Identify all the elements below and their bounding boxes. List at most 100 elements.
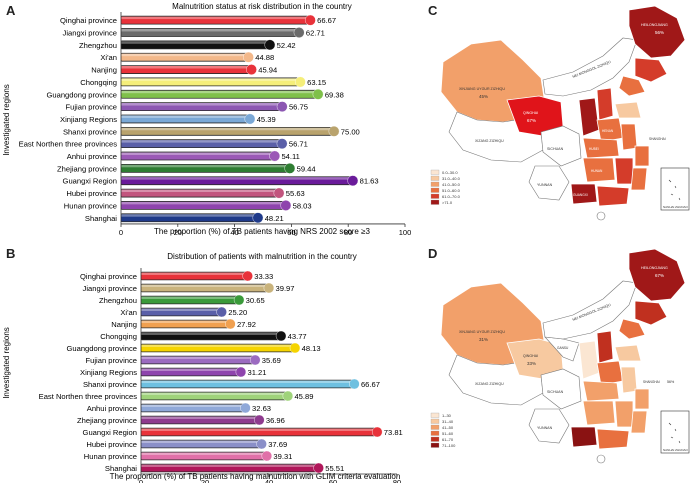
bar-end-dot (280, 200, 292, 211)
region-hubei (582, 137, 620, 159)
region-zhejiang (634, 388, 650, 410)
bar-highlight (141, 272, 248, 275)
bar-highlight (121, 16, 311, 20)
region-guangxi (570, 426, 598, 448)
bar (141, 428, 378, 436)
region-hainan (596, 211, 606, 221)
data-label: 43.77 (288, 332, 307, 341)
bar-highlight (141, 452, 267, 455)
bar-end-dot (304, 14, 316, 26)
bar-highlight (121, 177, 353, 180)
label-xizang: XIZANG ZIZHIQU (475, 382, 504, 386)
label-hubei: HUBEI (589, 147, 599, 151)
x-tick-label: 60 (329, 478, 337, 483)
category-label: Guangdong province (66, 344, 137, 353)
bar (141, 368, 241, 376)
legend-swatch (430, 199, 440, 205)
x-tick-label: 40 (230, 228, 238, 237)
category-label: Guangxi Region (83, 428, 137, 437)
bar (141, 440, 262, 448)
label-shanghai: SHANGHAI (649, 137, 666, 141)
data-label: 62.71 (306, 29, 325, 38)
bar (141, 392, 288, 400)
legend-swatch (430, 436, 440, 442)
bar (121, 90, 319, 98)
bar-highlight (141, 428, 378, 431)
bar-end-dot (328, 125, 340, 137)
legend-label: 0.0–30.0 (442, 170, 458, 175)
label-henan: HENAN (602, 129, 614, 133)
bar (121, 177, 353, 185)
category-label: Hunan province (84, 452, 137, 461)
bar-highlight (121, 152, 275, 155)
bar-end-dot (243, 51, 254, 63)
panel-letter-a: A (6, 3, 16, 18)
category-label: Chongqing (100, 332, 137, 341)
region-shaanxi (578, 340, 600, 380)
category-label: Shanghai (85, 214, 117, 223)
legend-swatch (430, 418, 440, 424)
category-label: Xi'an (120, 308, 137, 317)
bar (121, 201, 286, 210)
data-label: 35.69 (262, 356, 281, 365)
data-label: 73.81 (384, 428, 403, 437)
bar-highlight (121, 103, 283, 106)
legend-swatch (430, 169, 440, 175)
legend-label: 1–30 (442, 413, 452, 418)
bar-highlight (121, 140, 283, 143)
category-label: Shanxi province (83, 380, 137, 389)
data-label: 32.63 (252, 404, 271, 413)
bar (141, 284, 269, 292)
bar-end-dot (264, 39, 276, 51)
legend-label: 51.0–60.0 (442, 188, 461, 193)
category-label: Guangxi Region (63, 177, 117, 186)
data-label: 48.13 (302, 344, 321, 353)
region-jilin (634, 57, 668, 83)
bar-highlight (141, 308, 222, 311)
bar-end-dot (284, 162, 296, 174)
x-tick-label: 60 (287, 228, 295, 237)
bar-end-dot (233, 294, 245, 306)
bar (141, 452, 267, 460)
data-label: 56.75 (289, 103, 308, 112)
region-yunnan (528, 408, 570, 444)
bar (141, 320, 231, 328)
data-label: 45.89 (294, 392, 313, 401)
x-tick-label: 40 (265, 478, 273, 483)
chart-a-ylabel: Investigated regions (2, 84, 11, 156)
label-sichuan: SICHUAN (547, 147, 564, 151)
label-sichuan: SICHUAN (547, 390, 564, 394)
legend-label: 71–100 (442, 443, 456, 448)
category-label: Hubei province (66, 189, 117, 198)
bar (121, 140, 283, 148)
data-label: 58.03 (293, 201, 312, 210)
region-hubei (582, 380, 620, 402)
chart-b: Distribution of patients with malnutriti… (2, 252, 403, 483)
data-label: 36.96 (266, 416, 285, 425)
bar-highlight (121, 189, 279, 193)
data-label: 54.11 (281, 152, 299, 161)
map-c-legend: 0.0–30.031.0–40.041.0–50.051.0–60.061.0–… (430, 169, 461, 205)
bar-end-dot (256, 438, 267, 450)
region-hunan (582, 400, 616, 426)
legend-label: 51–60 (442, 431, 454, 436)
category-label: Xinjiang Regions (60, 115, 117, 124)
bar (121, 115, 250, 123)
data-label: 66.67 (361, 380, 380, 389)
data-label: 81.63 (360, 177, 379, 186)
data-label: 52.42 (277, 41, 296, 50)
bar-end-dot (371, 426, 383, 438)
panel-letter-d: D (428, 246, 438, 261)
legend-label: 41–50 (442, 425, 454, 430)
chart-a-title: Malnutrition status at risk distribution… (172, 2, 352, 11)
label-nanhai: NANHAI ZHUDAO (663, 205, 689, 209)
data-label: 63.15 (307, 78, 326, 87)
category-label: Nanjing (111, 320, 137, 329)
label-xizang: XIZANG ZIZHIQU (475, 139, 504, 143)
region-inner-mongolia (542, 280, 638, 340)
data-label: 27.92 (237, 320, 256, 329)
bar-highlight (141, 320, 231, 323)
bar-end-dot (293, 27, 305, 38)
data-label: 75.00 (341, 127, 360, 136)
bar-end-dot (273, 187, 285, 199)
